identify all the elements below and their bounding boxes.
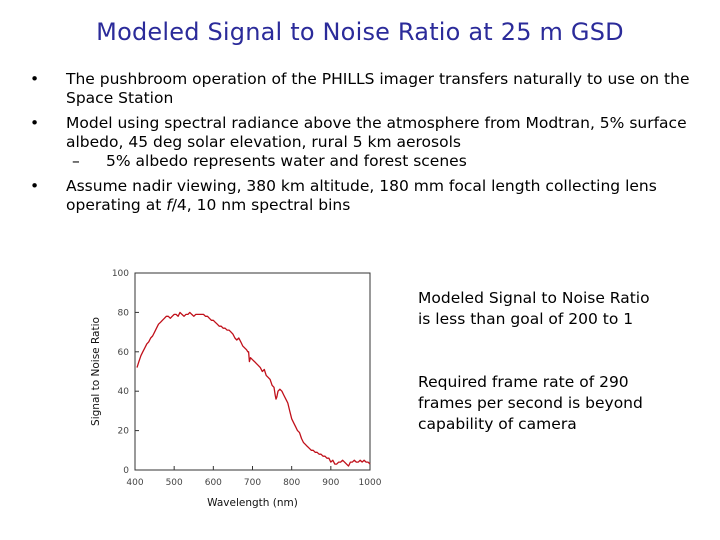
x-tick-label: 900	[322, 478, 339, 488]
y-tick-label: 80	[118, 308, 130, 318]
x-tick-label: 400	[126, 478, 143, 488]
x-tick-label: 600	[205, 478, 222, 488]
side-note-frame-rate: Required frame rate of 290 frames per se…	[418, 373, 643, 433]
y-tick-label: 0	[123, 466, 129, 476]
x-tick-label: 700	[244, 478, 261, 488]
plot-frame	[134, 272, 371, 471]
x-axis-label: Wavelength (nm)	[207, 497, 298, 509]
y-tick-label: 40	[118, 387, 130, 397]
sub-bullet-marker: –	[72, 152, 80, 170]
bullet-item: • Assume nadir viewing, 380 km altitude,…	[30, 177, 690, 215]
chart-marks	[136, 311, 371, 467]
bullet-text: Assume nadir viewing, 380 km altitude, 1…	[66, 177, 657, 214]
bullet-item: • The pushbroom operation of the PHILLS …	[30, 70, 690, 108]
snr-series-line	[136, 311, 371, 467]
y-tick-label: 60	[118, 348, 130, 358]
bullet-text-italic: f	[166, 196, 172, 214]
bullet-marker: •	[30, 114, 40, 132]
x-tick-label: 500	[166, 478, 183, 488]
x-tick-label: 1000	[359, 478, 382, 488]
bullet-text: The pushbroom operation of the PHILLS im…	[66, 70, 690, 107]
bullet-text-part: /4, 10 nm spectral bins	[171, 196, 351, 214]
y-tick-label: 100	[112, 269, 129, 279]
chart-axes: 0 20 40 60 80 100 400 500 600 700 800 900 1000 Wavele…	[90, 269, 382, 509]
bullet-text: Model using spectral radiance above the …	[66, 114, 687, 151]
bullet-marker: •	[30, 70, 40, 88]
bullet-text-part: Assume nadir viewing, 380 km altitude, 1…	[66, 177, 657, 214]
y-tick-label: 20	[118, 427, 130, 437]
sub-bullet-item: – 5% albedo represents water and forest …	[30, 152, 690, 171]
bullet-item: • Model using spectral radiance above th…	[30, 114, 690, 152]
x-tick-label: 800	[283, 478, 300, 488]
sub-bullet-text: 5% albedo represents water and forest sc…	[106, 152, 467, 170]
slide-title: Modeled Signal to Noise Ratio at 25 m GS…	[96, 18, 624, 46]
bullet-list: • The pushbroom operation of the PHILLS …	[30, 70, 690, 221]
snr-chart: 0 20 40 60 80 100 400 500 600 700 800 900 1000 Wavele…	[90, 269, 382, 509]
side-note-goal: Modeled Signal to Noise Ratio is less th…	[418, 289, 650, 328]
bullet-marker: •	[30, 177, 40, 195]
y-axis-label: Signal to Noise Ratio	[90, 317, 102, 426]
